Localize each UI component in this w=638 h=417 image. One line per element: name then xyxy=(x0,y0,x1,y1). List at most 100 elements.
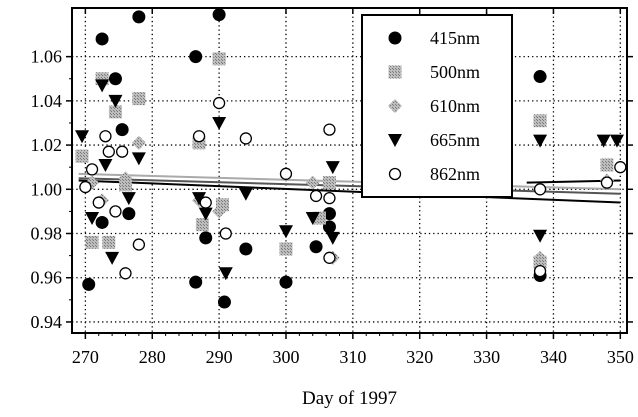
data-point xyxy=(278,225,293,239)
data-point xyxy=(108,72,122,86)
x-tick-label: 280 xyxy=(139,347,166,367)
series-665nm-points xyxy=(75,79,624,281)
data-point xyxy=(189,275,203,289)
data-point xyxy=(323,191,336,205)
data-point xyxy=(614,161,627,174)
data-points xyxy=(75,8,627,309)
data-point xyxy=(108,105,122,119)
data-point xyxy=(322,207,336,221)
data-point xyxy=(82,277,96,291)
data-point xyxy=(609,134,624,148)
x-tick-label: 290 xyxy=(206,347,233,367)
data-point xyxy=(239,242,253,256)
data-point xyxy=(212,96,226,110)
data-point xyxy=(85,212,100,226)
y-tick-label: 1.06 xyxy=(31,47,63,67)
data-point xyxy=(108,94,123,108)
data-point xyxy=(102,145,115,158)
data-point xyxy=(131,152,146,166)
data-point xyxy=(279,167,293,180)
data-point xyxy=(305,212,320,226)
data-point xyxy=(105,251,120,265)
data-point xyxy=(533,264,547,278)
legend-marker xyxy=(388,134,402,147)
data-point xyxy=(102,235,116,249)
data-point xyxy=(219,227,232,240)
legend-box xyxy=(361,14,513,198)
legend-label: 500nm xyxy=(430,62,480,82)
legend: 415nm 500nm 610nm 665nm 862nm xyxy=(361,14,513,198)
data-point xyxy=(122,207,136,221)
data-point xyxy=(79,180,92,194)
data-point xyxy=(189,50,203,64)
data-point xyxy=(75,149,89,163)
data-point xyxy=(118,171,133,186)
data-point xyxy=(323,123,336,136)
data-point xyxy=(533,70,547,84)
data-point xyxy=(212,52,226,66)
trend-line xyxy=(78,177,621,195)
data-point xyxy=(217,295,231,309)
data-point xyxy=(279,242,293,256)
data-point xyxy=(92,196,105,209)
data-point xyxy=(218,267,233,281)
x-tick-label: 330 xyxy=(473,347,500,367)
data-point xyxy=(132,238,146,251)
data-point xyxy=(199,231,213,245)
x-tick-label: 350 xyxy=(607,347,634,367)
x-tick-label: 340 xyxy=(540,347,567,367)
data-point xyxy=(309,189,323,203)
grid xyxy=(72,8,627,333)
series-862nm-points xyxy=(79,96,627,280)
series-415nm-points xyxy=(82,8,547,309)
data-point xyxy=(309,240,323,254)
data-point xyxy=(600,158,614,172)
data-point xyxy=(212,116,227,130)
series-610nm-points xyxy=(85,135,614,265)
data-point xyxy=(212,8,226,22)
legend-marker xyxy=(388,65,402,79)
y-tick-label: 1.00 xyxy=(31,179,63,199)
data-point xyxy=(195,218,209,232)
data-point xyxy=(109,205,122,218)
data-point xyxy=(533,114,547,128)
data-point xyxy=(116,145,129,158)
data-point xyxy=(212,204,227,219)
data-point xyxy=(95,79,110,93)
data-point xyxy=(192,192,207,206)
data-point xyxy=(119,267,132,280)
legend-label: 862nm xyxy=(430,164,480,184)
data-point xyxy=(239,132,253,145)
data-point xyxy=(325,161,340,175)
legend-label: 665nm xyxy=(430,130,480,150)
legend-label: 610nm xyxy=(430,96,480,116)
data-point xyxy=(323,251,336,264)
data-point xyxy=(322,176,336,190)
data-point xyxy=(132,10,146,24)
plot-frame xyxy=(71,7,628,334)
legend-marker xyxy=(388,99,402,113)
x-tick-label: 310 xyxy=(339,347,366,367)
data-point xyxy=(533,134,548,148)
data-point xyxy=(75,130,90,144)
data-point xyxy=(596,134,611,148)
data-point xyxy=(99,130,112,143)
data-point xyxy=(199,196,212,209)
trend-line xyxy=(78,172,621,191)
trend-line xyxy=(78,179,621,204)
data-point xyxy=(85,163,99,176)
y-tick-label: 0.98 xyxy=(31,224,63,244)
y-tick-label: 1.02 xyxy=(31,135,63,155)
data-point xyxy=(600,176,614,189)
data-point xyxy=(279,275,293,289)
data-point xyxy=(322,220,336,234)
data-point xyxy=(98,158,113,172)
data-point xyxy=(533,183,547,196)
data-point xyxy=(121,192,136,206)
data-point xyxy=(95,32,109,46)
data-point xyxy=(85,235,99,249)
data-point xyxy=(131,135,146,150)
data-point xyxy=(325,231,340,245)
data-point xyxy=(198,207,213,221)
